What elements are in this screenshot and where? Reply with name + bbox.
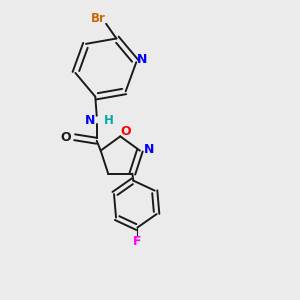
Text: N: N xyxy=(85,114,95,127)
Text: N: N xyxy=(143,142,154,156)
Text: H: H xyxy=(103,114,113,127)
Text: F: F xyxy=(133,235,142,248)
Text: N: N xyxy=(136,53,147,66)
Text: O: O xyxy=(61,131,71,144)
Text: O: O xyxy=(120,124,131,138)
Text: Br: Br xyxy=(90,12,105,25)
